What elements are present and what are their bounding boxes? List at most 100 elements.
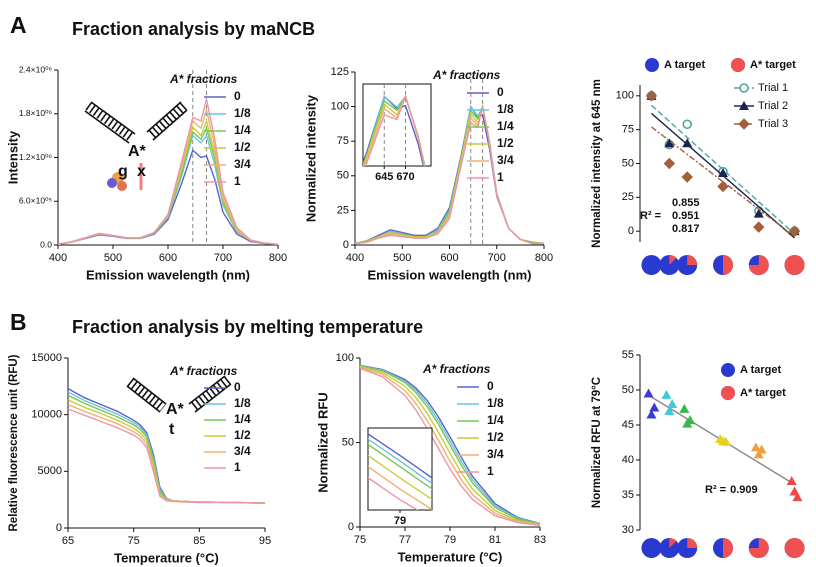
legend-label: 0 — [497, 85, 504, 99]
legend-label: 1/4 — [497, 119, 514, 133]
schematic — [84, 101, 188, 191]
legend-label: A* target — [740, 387, 786, 399]
pie-wedge — [748, 538, 769, 558]
point — [685, 415, 696, 425]
pie-wedge — [723, 255, 733, 275]
schematic-label: x — [137, 163, 146, 180]
inset-line — [364, 94, 426, 166]
pie-wedge — [669, 538, 677, 548]
pie-icon — [677, 538, 698, 558]
legend-label: 1/8 — [487, 396, 504, 410]
point — [646, 409, 657, 419]
point — [753, 208, 764, 218]
x-tick-label: 400 — [346, 252, 364, 264]
pie-icon — [713, 538, 733, 558]
inset-tick-label: 670 — [396, 171, 414, 183]
y-tick-label: 25 — [337, 204, 349, 216]
y-tick-label: 0 — [56, 522, 62, 534]
pie-wedge — [687, 538, 698, 548]
x-tick-label: 85 — [193, 535, 205, 547]
y-axis-label: Normalized RFU — [315, 392, 330, 492]
x-tick-label: 800 — [269, 252, 287, 264]
line — [354, 106, 544, 245]
y-tick-label: 125 — [331, 66, 349, 78]
point — [645, 90, 658, 102]
pie-wedge — [687, 255, 698, 265]
legend-label: 1/4 — [234, 412, 251, 426]
x-tick-label: 500 — [104, 252, 122, 264]
y-tick-label: 0 — [628, 225, 634, 237]
legend-title: A* fractions — [422, 362, 491, 376]
pie-icon — [677, 255, 698, 275]
y-axis-label: Normalized RFU at 79°C — [591, 377, 603, 508]
pie-icon — [641, 255, 662, 275]
x-tick-label: 700 — [488, 252, 506, 264]
r2-prefix: R² = — [640, 210, 661, 222]
y-axis-label: Normalized intensity — [303, 94, 318, 222]
y-tick-label: 2.4×10⁰⁶ — [19, 64, 52, 74]
legend-label: Trial 3 — [758, 118, 788, 130]
schematic-label: g — [118, 163, 128, 180]
inset-line — [368, 476, 419, 510]
y-tick-label: 5000 — [38, 465, 62, 477]
inset-line — [363, 95, 425, 166]
legend-label: 1/8 — [497, 102, 514, 116]
y-tick-label: 0.0 — [40, 239, 52, 249]
schematic-label: t — [169, 421, 175, 438]
y-axis-label: Relative fluorescence unit (RFU) — [8, 354, 20, 531]
pie-wedge — [784, 538, 805, 558]
point — [681, 171, 693, 183]
x-tick-label: 75 — [128, 535, 140, 547]
panel-label: B — [10, 309, 27, 335]
y-tick-label: 0 — [348, 521, 354, 533]
x-tick-label: 800 — [535, 252, 553, 264]
line — [359, 365, 541, 526]
y-tick-label: 6.0×10⁰⁵ — [19, 196, 52, 206]
pie-base — [721, 363, 735, 377]
inset-line — [368, 465, 432, 510]
line — [359, 365, 541, 525]
point — [649, 402, 660, 412]
pie-wedge — [784, 255, 805, 275]
legend-label: 1/2 — [497, 136, 514, 150]
r2-value: 0.951 — [672, 210, 700, 222]
legend-title: A* fractions — [432, 68, 501, 82]
x-tick-label: 95 — [259, 535, 271, 547]
pie-wedge — [669, 255, 677, 265]
x-tick-label: 600 — [440, 252, 458, 264]
legend-label: 1 — [497, 170, 504, 184]
inset-line — [368, 454, 432, 501]
x-tick-label: 700 — [214, 252, 232, 264]
point — [663, 157, 676, 170]
pie-icon — [659, 255, 680, 275]
legend-label: A target — [664, 59, 705, 71]
pie-icon — [784, 255, 805, 275]
point — [664, 406, 675, 415]
legend-label: 3/4 — [497, 153, 514, 167]
x-axis-label: Emission wavelength (nm) — [86, 267, 250, 282]
x-tick-label: 65 — [62, 535, 74, 547]
y-tick-label: 35 — [622, 489, 634, 501]
legend-label: 1/4 — [487, 413, 504, 427]
point — [643, 388, 654, 398]
y-tick-label: 75 — [337, 135, 349, 147]
pie-icon — [659, 538, 680, 558]
point — [756, 444, 767, 454]
pie-wedge — [723, 538, 733, 558]
legend-label: 1/4 — [234, 123, 251, 137]
x-tick-label: 77 — [399, 534, 411, 546]
legend-label: 1/2 — [487, 430, 504, 444]
y-axis-label: Intensity — [5, 130, 20, 184]
y-tick-label: 75 — [622, 124, 634, 136]
panel-title: Fraction analysis by maNCB — [72, 19, 315, 39]
x-tick-label: 83 — [534, 534, 546, 546]
pie-icon — [748, 538, 769, 558]
legend-title: A* fractions — [169, 72, 238, 86]
x-tick-label: 81 — [489, 534, 501, 546]
x-tick-label: 79 — [444, 534, 456, 546]
y-tick-label: 40 — [622, 454, 634, 466]
point — [718, 167, 728, 177]
legend-label: 1/2 — [234, 428, 251, 442]
point — [720, 436, 731, 446]
pie-icon — [784, 538, 805, 558]
